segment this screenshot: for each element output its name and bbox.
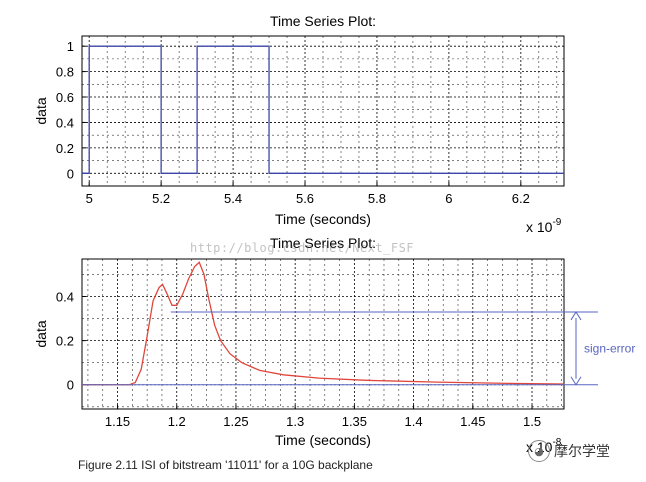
- top-x-tick-label: 6: [445, 191, 452, 206]
- bottom-chart-ticks: 1.15 1.2 1.25 1.3 1.35 1.4 1.45 1.5 0 0.2 0.4: [56, 290, 541, 430]
- bottom-x-tick-label: 1.5: [523, 414, 541, 429]
- bottom-chart-grid: [82, 259, 564, 409]
- sign-error-arrow-down: [570, 376, 582, 386]
- top-y-tick-label: 0: [67, 166, 74, 181]
- top-chart-x-multiplier-exp: -9: [552, 217, 561, 228]
- bottom-x-tick-label: 1.35: [342, 414, 367, 429]
- top-chart: Time Series Plot: 5 5.2 5.4 5.6 5.8 6 6.2 0 0.2 0…: [33, 13, 565, 235]
- top-x-tick-label: 6.2: [512, 191, 530, 206]
- bottom-x-tick-label: 1.15: [105, 414, 130, 429]
- top-x-tick-label: 5.4: [224, 191, 242, 206]
- top-chart-title: Time Series Plot:: [270, 13, 376, 29]
- bottom-y-tick-label: 0.2: [56, 334, 74, 349]
- bottom-x-tick-label: 1.3: [286, 414, 304, 429]
- bottom-chart-xlabel: Time (seconds): [275, 432, 371, 448]
- bottom-y-tick-label: 0.4: [56, 290, 74, 305]
- top-chart-ylabel: data: [33, 97, 49, 124]
- top-y-tick-label: 0.4: [56, 115, 74, 130]
- sign-error-annotation: sign-error: [82, 310, 635, 386]
- bottom-series-line-pulse-response: [82, 261, 565, 386]
- top-chart-ticks: 5 5.2 5.4 5.6 5.8 6 6.2 0 0.2 0.4 0.6 0.8 1: [56, 39, 530, 206]
- wechat-icon: ◕: [528, 440, 550, 462]
- brand-name: 摩尔学堂: [554, 444, 610, 460]
- top-chart-grid: [82, 36, 564, 186]
- top-chart-frame: [81, 35, 565, 187]
- top-y-tick-label: 1: [67, 39, 74, 54]
- bottom-x-tick-label: 1.2: [168, 414, 186, 429]
- bottom-chart-title: Time Series Plot:: [270, 235, 376, 251]
- bottom-y-tick-label: 0: [67, 378, 74, 393]
- top-y-tick-label: 0.2: [56, 141, 74, 156]
- brand-logo: ◕ 摩尔学堂: [528, 440, 610, 462]
- top-chart-xlabel: Time (seconds): [275, 211, 371, 227]
- top-chart-x-multiplier-base: x 10: [526, 219, 553, 235]
- figure-caption: Figure 2.11 ISI of bitstream '11011' for…: [78, 458, 373, 472]
- bottom-x-tick-label: 1.4: [405, 414, 423, 429]
- top-chart-x-multiplier: x 10-9: [526, 217, 562, 235]
- top-y-tick-label: 0.6: [56, 90, 74, 105]
- top-y-tick-label: 0.8: [56, 65, 74, 80]
- watermark-text: http://blog.csdn.net/Next_FSF: [190, 241, 415, 255]
- bottom-x-tick-label: 1.45: [460, 414, 485, 429]
- bottom-chart: Time Series Plot: 1.15 1.2 1.25 1.3 1.35 1.4 1…: [33, 235, 635, 455]
- top-x-tick-label: 5.8: [368, 191, 386, 206]
- bottom-x-tick-label: 1.25: [223, 414, 248, 429]
- bottom-chart-frame: [81, 258, 565, 410]
- top-series-line-bitstream: [82, 45, 564, 174]
- sign-error-label: sign-error: [584, 341, 635, 355]
- top-x-tick-label: 5.2: [152, 191, 170, 206]
- bottom-chart-x-multiplier-exp: -8: [552, 437, 561, 448]
- top-x-tick-label: 5: [86, 191, 93, 206]
- bottom-chart-ylabel: data: [33, 320, 49, 347]
- sign-error-arrow-up: [570, 310, 582, 321]
- top-x-tick-label: 5.6: [296, 191, 314, 206]
